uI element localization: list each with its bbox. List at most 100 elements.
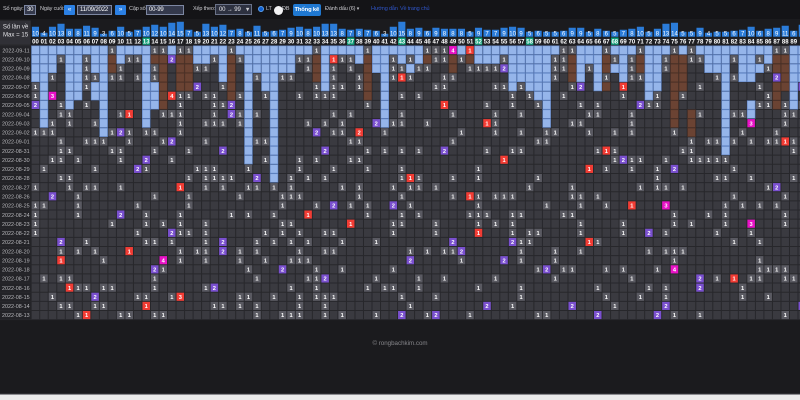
svg-text:1: 1 [613, 149, 616, 155]
svg-text:1: 1 [681, 185, 684, 191]
svg-text:1: 1 [221, 121, 224, 127]
svg-text:1: 1 [451, 194, 454, 200]
svg-text:1: 1 [111, 131, 114, 137]
svg-text:1: 1 [417, 149, 420, 155]
svg-text:36: 36 [339, 40, 346, 46]
svg-text:44: 44 [407, 40, 414, 46]
svg-text:2: 2 [230, 103, 233, 109]
svg-text:1: 1 [775, 268, 778, 274]
svg-text:2: 2 [153, 268, 156, 274]
svg-text:1: 1 [443, 277, 446, 283]
svg-text:80: 80 [714, 40, 721, 46]
svg-text:1: 1 [221, 176, 224, 182]
svg-text:1: 1 [673, 48, 676, 54]
svg-text:6: 6 [272, 32, 276, 38]
svg-text:1: 1 [34, 222, 37, 228]
svg-text:8: 8 [68, 32, 72, 38]
svg-text:1: 1 [733, 194, 736, 200]
svg-text:1: 1 [588, 240, 591, 246]
svg-text:2022-08-16: 2022-08-16 [2, 286, 30, 292]
svg-text:1: 1 [59, 158, 62, 164]
svg-text:1: 1 [324, 313, 327, 319]
svg-text:1: 1 [664, 286, 667, 292]
svg-text:1: 1 [630, 158, 633, 164]
svg-text:1: 1 [733, 240, 736, 246]
svg-text:1: 1 [656, 103, 659, 109]
svg-text:1: 1 [630, 167, 633, 173]
svg-text:47: 47 [433, 40, 440, 46]
svg-text:1: 1 [485, 213, 488, 219]
svg-text:1: 1 [179, 213, 182, 219]
svg-text:1: 1 [179, 222, 182, 228]
svg-text:1: 1 [76, 313, 79, 319]
svg-text:1: 1 [34, 131, 37, 137]
svg-text:1: 1 [375, 277, 378, 283]
svg-text:75: 75 [671, 40, 678, 46]
svg-text:13: 13 [663, 32, 670, 38]
svg-text:1: 1 [502, 57, 505, 63]
svg-text:1: 1 [443, 103, 446, 109]
svg-text:1: 1 [366, 48, 369, 54]
svg-text:1: 1 [68, 121, 71, 127]
svg-text:6: 6 [562, 32, 566, 38]
svg-text:1: 1 [238, 94, 241, 100]
svg-text:73: 73 [654, 40, 661, 46]
svg-text:67: 67 [603, 40, 610, 46]
svg-text:1: 1 [664, 57, 667, 63]
svg-text:1: 1 [511, 213, 514, 219]
svg-text:1: 1 [153, 286, 156, 292]
svg-text:1: 1 [715, 231, 718, 237]
svg-text:1: 1 [562, 67, 565, 73]
svg-text:89: 89 [790, 40, 797, 46]
svg-text:1: 1 [238, 249, 241, 255]
svg-text:1: 1 [136, 204, 139, 210]
svg-text:1: 1 [153, 277, 156, 283]
svg-text:2: 2 [196, 85, 199, 91]
svg-text:2022-08-26: 2022-08-26 [2, 194, 30, 200]
svg-text:1: 1 [588, 112, 591, 118]
svg-text:1: 1 [562, 268, 565, 274]
svg-text:1: 1 [451, 176, 454, 182]
svg-text:1: 1 [596, 286, 599, 292]
svg-text:1: 1 [784, 194, 787, 200]
svg-text:1: 1 [170, 158, 173, 164]
svg-text:1: 1 [59, 304, 62, 310]
svg-text:2022-08-29: 2022-08-29 [2, 167, 30, 173]
svg-text:1: 1 [434, 295, 437, 301]
svg-text:42: 42 [390, 40, 397, 46]
svg-text:1: 1 [187, 176, 190, 182]
svg-text:1: 1 [409, 204, 412, 210]
svg-text:1: 1 [443, 57, 446, 63]
svg-text:5: 5 [545, 32, 549, 38]
svg-text:21: 21 [211, 40, 218, 46]
svg-text:1: 1 [187, 94, 190, 100]
svg-text:07: 07 [92, 40, 99, 46]
svg-text:1: 1 [34, 231, 37, 237]
svg-text:1: 1 [426, 249, 429, 255]
svg-text:41: 41 [381, 40, 388, 46]
svg-text:1: 1 [153, 67, 156, 73]
svg-text:1: 1 [34, 204, 37, 210]
svg-text:2: 2 [119, 131, 122, 137]
svg-text:62: 62 [560, 40, 567, 46]
svg-text:1: 1 [162, 112, 165, 118]
svg-text:1: 1 [153, 131, 156, 137]
svg-text:1: 1 [170, 295, 173, 301]
svg-text:1: 1 [85, 76, 88, 82]
svg-text:2022-09-02: 2022-09-02 [2, 131, 30, 137]
svg-text:1: 1 [358, 76, 361, 82]
svg-text:13: 13 [322, 32, 329, 38]
svg-text:1: 1 [485, 67, 488, 73]
svg-text:1: 1 [571, 268, 574, 274]
svg-text:1: 1 [750, 176, 753, 182]
svg-text:1: 1 [145, 295, 148, 301]
svg-text:2022-08-31: 2022-08-31 [2, 149, 30, 155]
svg-text:1: 1 [187, 48, 190, 54]
svg-text:1: 1 [605, 167, 608, 173]
svg-text:1: 1 [213, 304, 216, 310]
svg-text:5: 5 [724, 32, 728, 38]
svg-text:2022-09-08: 2022-09-08 [2, 76, 30, 82]
svg-text:1: 1 [468, 48, 471, 54]
svg-text:1: 1 [468, 194, 471, 200]
svg-text:1: 1 [733, 167, 736, 173]
